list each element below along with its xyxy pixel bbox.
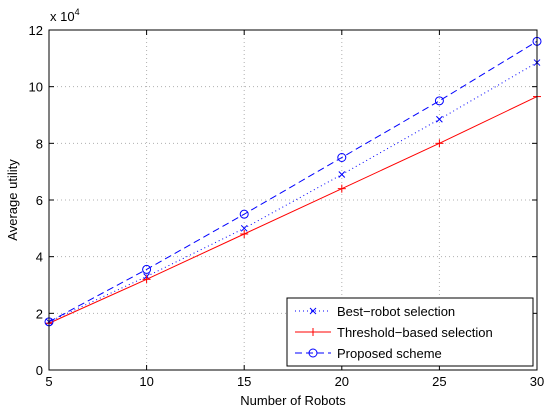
y-tick-label: 8 <box>36 136 43 151</box>
x-tick-label: 15 <box>237 374 251 389</box>
legend-label: Proposed scheme <box>337 346 442 361</box>
y-tick-label: 6 <box>36 193 43 208</box>
x-axis-label: Number of Robots <box>240 393 346 408</box>
y-tick-label: 12 <box>29 23 43 38</box>
y-tick-label: 0 <box>36 363 43 378</box>
y-multiplier-base: x 10 <box>50 9 75 24</box>
legend-label: Threshold−based selection <box>337 325 493 340</box>
y-tick-label: 2 <box>36 306 43 321</box>
legend-label: Best−robot selection <box>337 304 455 319</box>
x-tick-label: 5 <box>45 374 52 389</box>
y-tick-label: 10 <box>29 80 43 95</box>
y-multiplier-label: x 104 <box>50 7 80 24</box>
x-tick-label: 20 <box>335 374 349 389</box>
legend: Best−robot selection Threshold−based sele… <box>287 298 533 366</box>
y-multiplier-exponent: 4 <box>75 7 80 17</box>
x-tick-label: 10 <box>139 374 153 389</box>
y-tick-label: 4 <box>36 250 43 265</box>
y-axis-label: Average utility <box>5 159 20 241</box>
x-tick-label: 25 <box>432 374 446 389</box>
x-tick-label: 30 <box>530 374 544 389</box>
